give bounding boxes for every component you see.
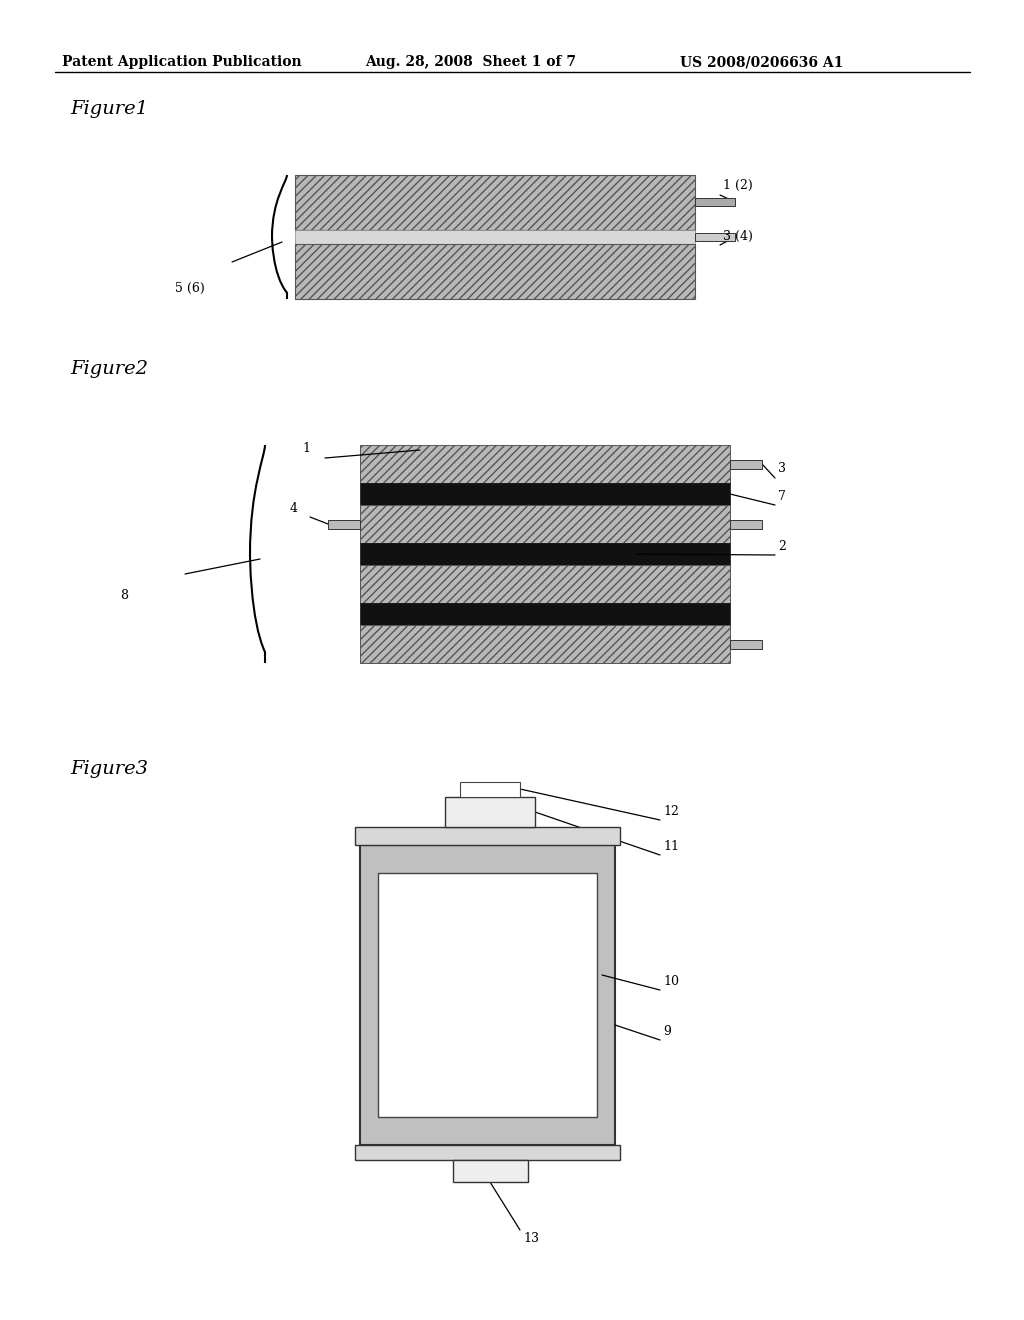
Text: Patent Application Publication: Patent Application Publication <box>62 55 302 69</box>
Bar <box>360 445 730 483</box>
Text: 8: 8 <box>120 589 128 602</box>
Bar <box>360 624 730 663</box>
Bar <box>360 506 730 543</box>
Bar <box>730 520 762 529</box>
Text: 7: 7 <box>778 490 785 503</box>
Text: 11: 11 <box>663 840 679 853</box>
Bar <box>695 234 735 242</box>
Bar <box>295 230 695 244</box>
Bar <box>460 781 520 797</box>
Bar <box>355 1144 620 1160</box>
Bar <box>360 603 730 624</box>
Bar <box>453 1160 528 1181</box>
Text: 1: 1 <box>302 442 310 455</box>
Text: 5 (6): 5 (6) <box>175 282 205 294</box>
Bar <box>328 520 360 529</box>
Text: 3: 3 <box>778 462 786 475</box>
Text: US 2008/0206636 A1: US 2008/0206636 A1 <box>680 55 844 69</box>
Text: 4: 4 <box>290 502 298 515</box>
Text: Aug. 28, 2008  Sheet 1 of 7: Aug. 28, 2008 Sheet 1 of 7 <box>365 55 575 69</box>
Text: Figure2: Figure2 <box>70 360 148 378</box>
Bar <box>360 543 730 565</box>
Bar <box>695 198 735 206</box>
Text: 10: 10 <box>663 975 679 987</box>
Bar <box>355 828 620 845</box>
Bar <box>730 459 762 469</box>
Text: 13: 13 <box>523 1232 539 1245</box>
Text: 9: 9 <box>663 1026 671 1038</box>
Text: 12: 12 <box>663 805 679 818</box>
Bar <box>730 640 762 649</box>
Text: Figure1: Figure1 <box>70 100 148 117</box>
Text: Figure3: Figure3 <box>70 760 148 777</box>
Bar <box>360 565 730 603</box>
Text: 1 (2): 1 (2) <box>723 180 753 191</box>
Bar <box>360 845 615 1144</box>
Text: 3 (4): 3 (4) <box>723 230 753 243</box>
Bar <box>360 483 730 506</box>
Text: 2: 2 <box>778 540 785 553</box>
Bar <box>445 797 535 828</box>
Bar <box>295 244 695 300</box>
Bar <box>378 873 597 1117</box>
Bar <box>295 176 695 230</box>
